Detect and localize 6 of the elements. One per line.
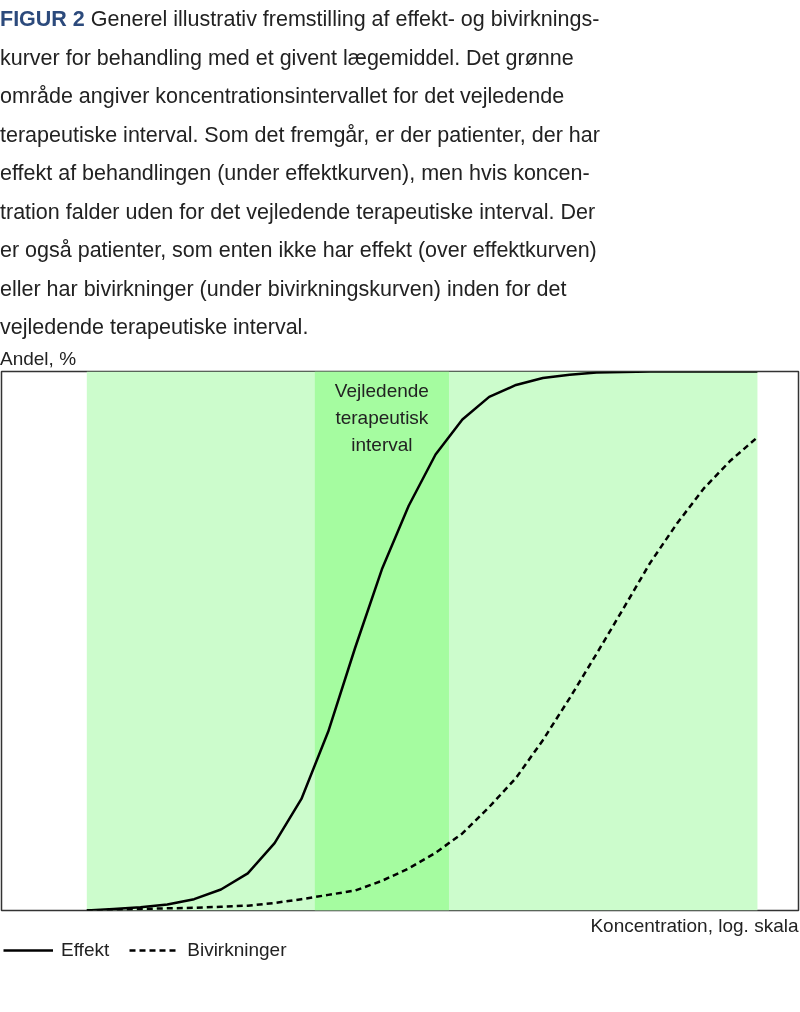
legend-label: Effekt xyxy=(61,939,110,961)
y-axis-title: Andel, % xyxy=(0,347,77,371)
chart-title: FIGUR 2 xyxy=(0,7,85,31)
legend-label: Bivirkninger xyxy=(187,939,287,961)
annotation: Vejledende terapeutisk interval xyxy=(334,379,429,456)
x-axis-title: Koncentration, log. skala xyxy=(590,914,799,936)
